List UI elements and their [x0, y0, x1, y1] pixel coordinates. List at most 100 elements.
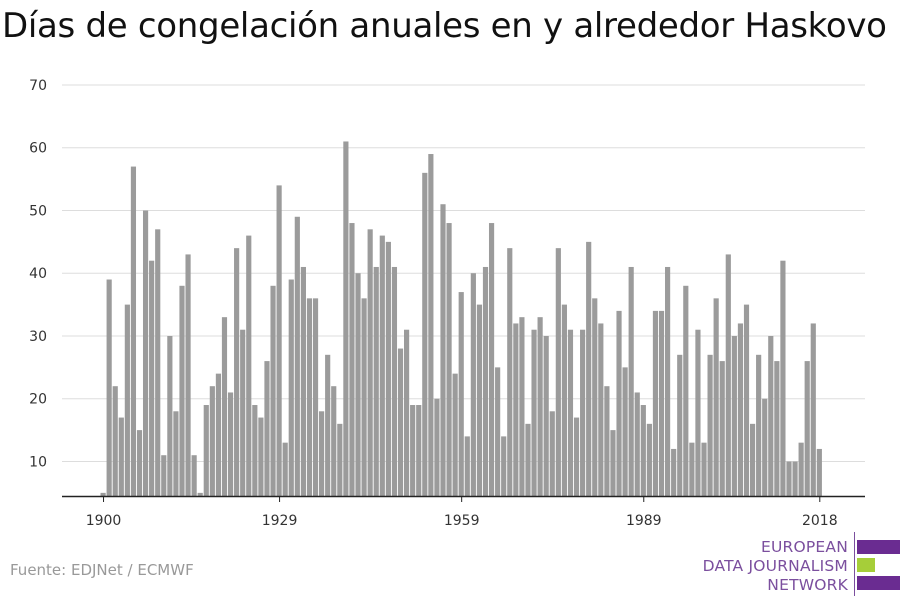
bar-1913: [179, 285, 185, 496]
bar-1906: [136, 430, 143, 496]
bar-1970: [525, 423, 531, 496]
bar-1963: [482, 266, 489, 496]
x-tick-label: 1989: [626, 513, 662, 529]
bar-1919: [215, 373, 221, 496]
bar-1992: [658, 310, 665, 496]
bar-1952: [416, 405, 422, 496]
bar-1977: [567, 329, 574, 496]
logo-line-network: NETWORK: [767, 576, 848, 594]
x-tick-label: 2018: [802, 513, 838, 529]
bar-1923: [240, 329, 246, 496]
bar-2002: [719, 361, 725, 496]
bar-1947: [385, 241, 391, 496]
bar-1941: [349, 223, 355, 496]
bar-1976: [561, 304, 567, 496]
bar-1969: [519, 317, 525, 496]
bar-1939: [337, 423, 343, 496]
bar-1960: [464, 436, 470, 496]
bar-1904: [124, 304, 130, 496]
bar-1908: [149, 260, 155, 496]
source-note: Fuente: EDJNet / ECMWF: [10, 561, 194, 579]
bar-1951: [410, 405, 416, 496]
bar-1925: [252, 405, 258, 496]
bar-1985: [616, 310, 622, 496]
bar-1936: [319, 411, 325, 496]
bar-1987: [628, 266, 634, 496]
bar-1916: [197, 492, 203, 496]
bar-1990: [646, 423, 652, 496]
bar-1929: [276, 185, 282, 496]
bar-1972: [537, 317, 543, 496]
logo-line-data-journalism: DATA JOURNALISM: [702, 557, 848, 575]
bar-1926: [258, 417, 264, 496]
x-tick-label: 1900: [86, 513, 122, 529]
x-tick-label: 1959: [444, 513, 480, 529]
bar-2016: [804, 361, 810, 496]
bar-2015: [798, 442, 804, 496]
bar-1962: [476, 304, 483, 496]
bar-1955: [434, 398, 440, 496]
bar-1940: [343, 141, 349, 497]
bar-1948: [391, 266, 398, 496]
x-axis-ticks: 1900 1929 1959 1989 2018: [86, 496, 838, 529]
bar-1980: [586, 241, 592, 496]
bar-1932: [294, 216, 300, 496]
bar-1967: [507, 248, 513, 496]
bar-1996: [683, 285, 689, 496]
bar-1974: [549, 411, 555, 496]
bar-1907: [142, 210, 149, 496]
bar-2009: [762, 398, 768, 496]
bar-1910: [161, 455, 167, 496]
bar-1993: [665, 266, 671, 496]
bar-1943: [361, 298, 367, 496]
bar-1971: [531, 329, 537, 496]
bar-2005: [737, 323, 744, 496]
bar-1911: [167, 335, 173, 496]
bar-2006: [743, 304, 750, 496]
bar-2014: [792, 461, 798, 496]
bar-2013: [786, 461, 792, 496]
bar-1979: [580, 329, 586, 496]
bar-1915: [191, 455, 197, 496]
bar-1958: [452, 373, 458, 496]
bar-1956: [440, 204, 446, 496]
bar-2008: [756, 354, 762, 496]
bar-1944: [367, 229, 373, 496]
bar-1983: [604, 386, 610, 496]
bar-2010: [768, 335, 774, 496]
bar-2001: [713, 298, 719, 496]
chart-title: Días de congelación anuales en y alreded…: [2, 6, 887, 46]
logo-bar-green: [857, 558, 875, 572]
bar-1928: [270, 285, 276, 496]
bars: [100, 141, 822, 497]
logo-bar-purple-top: [857, 540, 900, 554]
bar-1930: [282, 442, 288, 496]
bar-1912: [173, 411, 179, 496]
bar-1924: [246, 235, 252, 497]
bar-1942: [355, 273, 361, 496]
bar-2018: [816, 448, 822, 496]
bar-1991: [652, 310, 659, 496]
bar-1973: [543, 335, 549, 496]
bar-1905: [130, 166, 137, 497]
logo-bar-purple-bottom: [857, 576, 900, 590]
bar-1989: [640, 405, 646, 496]
y-axis-ticks: 10 20 30 40 50 60 70: [29, 78, 47, 470]
logo-line-european: EUROPEAN: [760, 538, 848, 556]
bar-1945: [373, 266, 379, 496]
bar-1935: [312, 298, 319, 496]
bar-1933: [300, 266, 306, 496]
y-tick-label: 30: [29, 329, 47, 345]
bar-1902: [112, 386, 118, 496]
bar-1900: [100, 492, 106, 496]
bar-1949: [397, 348, 404, 496]
y-tick-label: 20: [29, 392, 47, 408]
bar-1901: [106, 279, 112, 496]
edjnet-logo[interactable]: EUROPEAN DATA JOURNALISM NETWORK: [690, 532, 900, 596]
bar-1965: [495, 367, 501, 496]
bar-1937: [325, 354, 331, 496]
y-tick-label: 10: [29, 454, 47, 470]
bar-1914: [185, 254, 191, 496]
bar-2003: [725, 254, 731, 496]
